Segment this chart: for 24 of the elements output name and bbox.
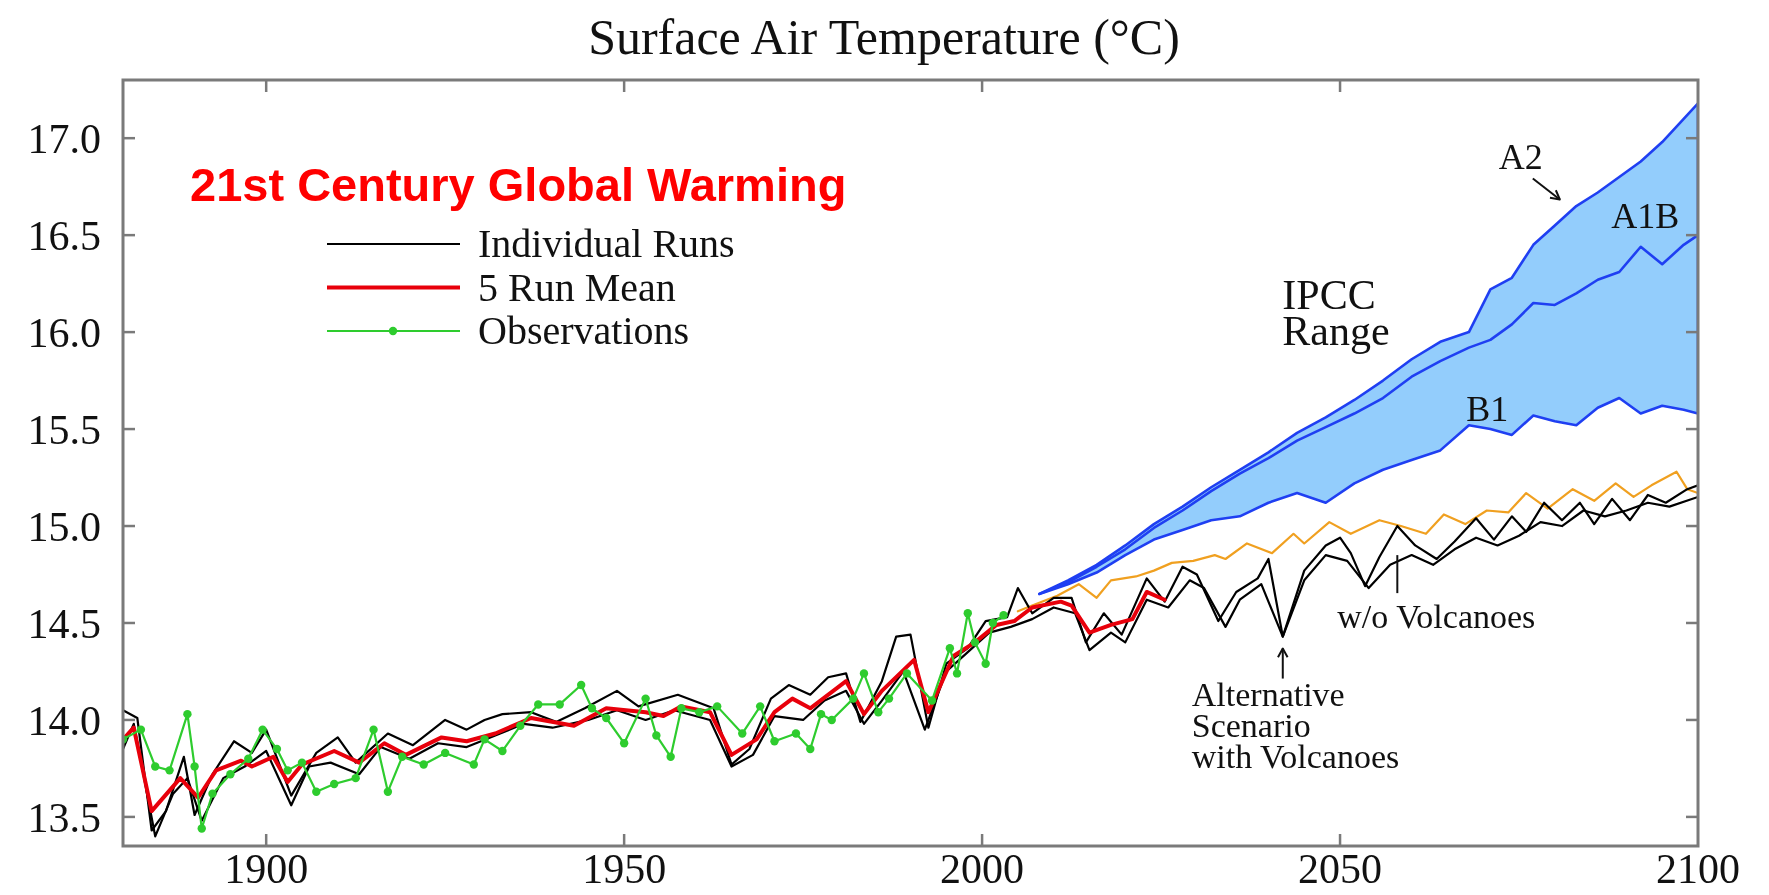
y-tick-label: 16.0: [27, 310, 101, 357]
y-tick-label: 14.0: [27, 697, 101, 744]
y-tick-label: 17.0: [27, 116, 101, 163]
x-tick-label: 2000: [940, 846, 1025, 892]
annotation: Alternative Scenario with Volcanoes: [1191, 675, 1400, 775]
y-tick-label: 14.5: [27, 600, 101, 647]
legend-label: 5 Run Mean: [478, 264, 676, 310]
annotation: A1B: [1611, 196, 1680, 237]
y-tick-label: 15.5: [27, 407, 101, 454]
legend-label: Observations: [478, 308, 690, 353]
y-tick-label: 15.0: [27, 504, 101, 551]
annotation: w/o Volcanoes: [1337, 598, 1536, 636]
text: 21st Century Global Warming: [190, 158, 847, 211]
annotation: B1: [1466, 389, 1509, 430]
annotation: IPCC Range: [1282, 271, 1390, 354]
legend-label: Individual Runs: [478, 221, 735, 266]
x-tick-label: 1900: [224, 846, 309, 892]
y-tick-label: 13.5: [27, 794, 101, 841]
chart-title: Surface Air Temperature (°C): [588, 9, 1180, 65]
x-tick-label: 2100: [1656, 846, 1740, 892]
x-tick-label: 2050: [1298, 846, 1383, 892]
annotation: A2: [1498, 137, 1543, 178]
x-tick-label: 1950: [582, 846, 667, 892]
y-tick-label: 16.5: [27, 213, 101, 260]
